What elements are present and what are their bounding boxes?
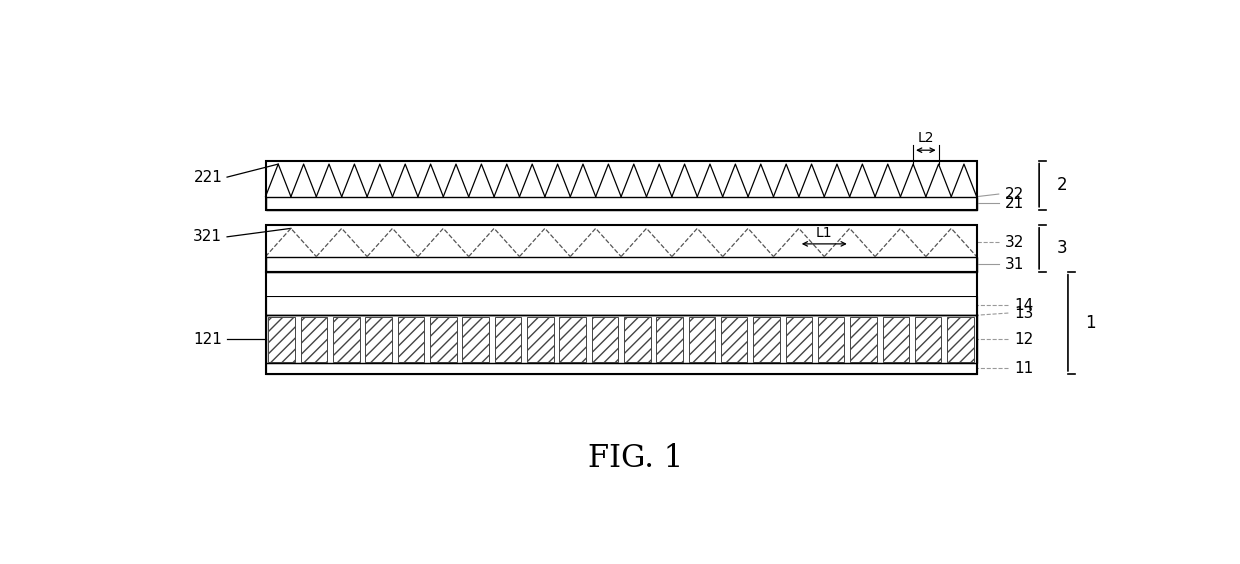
Bar xyxy=(265,272,977,296)
Text: 22: 22 xyxy=(1004,187,1024,201)
Text: 1: 1 xyxy=(1085,314,1096,332)
Bar xyxy=(591,316,619,362)
Bar xyxy=(430,316,456,362)
Text: 2: 2 xyxy=(1056,176,1068,194)
Bar xyxy=(624,316,651,362)
Bar xyxy=(656,316,683,362)
Bar xyxy=(265,296,977,315)
Bar xyxy=(463,316,489,362)
Bar xyxy=(265,225,977,272)
Bar xyxy=(265,197,977,210)
Text: 13: 13 xyxy=(1014,306,1033,320)
Text: 321: 321 xyxy=(193,230,222,244)
Bar xyxy=(753,316,780,362)
Bar xyxy=(947,316,973,362)
Bar xyxy=(559,316,585,362)
Text: 221: 221 xyxy=(193,170,222,184)
Bar xyxy=(398,316,424,362)
Bar xyxy=(851,316,877,362)
Bar xyxy=(786,316,812,362)
Text: 32: 32 xyxy=(1004,235,1024,250)
Bar xyxy=(301,316,327,362)
Bar xyxy=(495,316,521,362)
Bar xyxy=(334,316,360,362)
Text: 12: 12 xyxy=(1014,332,1033,347)
Text: 3: 3 xyxy=(1056,239,1068,257)
Text: 31: 31 xyxy=(1004,257,1024,272)
Text: FIG. 1: FIG. 1 xyxy=(588,443,683,474)
Bar xyxy=(265,363,977,374)
Bar xyxy=(883,316,909,362)
Text: 11: 11 xyxy=(1014,361,1033,376)
Bar xyxy=(720,316,748,362)
Text: L1: L1 xyxy=(816,226,832,240)
Bar xyxy=(527,316,553,362)
Text: 14: 14 xyxy=(1014,298,1033,313)
Bar xyxy=(265,161,977,210)
Bar xyxy=(366,316,392,362)
Bar xyxy=(265,315,977,363)
Bar xyxy=(268,316,295,362)
Text: 121: 121 xyxy=(193,332,222,347)
Bar xyxy=(915,316,941,362)
Bar xyxy=(818,316,844,362)
Bar xyxy=(688,316,715,362)
Text: 21: 21 xyxy=(1004,196,1024,211)
Bar xyxy=(265,272,977,374)
Text: L2: L2 xyxy=(918,131,934,145)
Bar xyxy=(265,257,977,272)
